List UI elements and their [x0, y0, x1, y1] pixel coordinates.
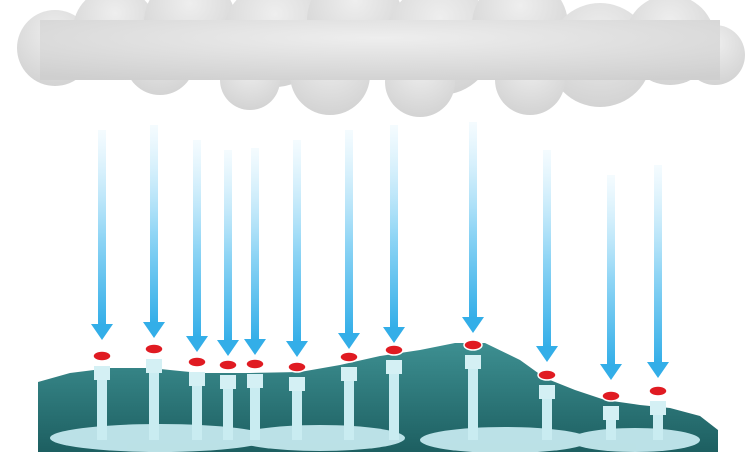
sinkhole-marker — [287, 361, 307, 373]
sinkhole-shaft — [94, 366, 110, 440]
sinkhole-marker — [339, 351, 359, 363]
sinkhole-shaft — [603, 406, 619, 440]
cloud — [17, 0, 745, 117]
rain-arrow — [217, 150, 239, 356]
sinkhole-shafts — [94, 355, 666, 440]
sinkhole-marker — [463, 339, 483, 351]
sinkhole-markers — [92, 339, 668, 402]
sinkhole-shaft — [146, 359, 162, 440]
sinkhole-marker — [218, 359, 238, 371]
rain-arrow — [383, 125, 405, 343]
rain-arrow — [536, 150, 558, 362]
sinkhole-marker — [648, 385, 668, 397]
rain-arrow — [286, 140, 308, 357]
sinkhole-shaft — [341, 367, 357, 440]
rain-arrow — [338, 130, 360, 349]
sinkhole-shaft — [220, 375, 236, 440]
rain-arrow — [91, 130, 113, 340]
sinkhole-shaft — [189, 372, 205, 440]
sinkhole-shaft — [289, 377, 305, 440]
sinkhole-shaft — [386, 360, 402, 440]
sinkhole-shaft — [465, 355, 481, 440]
rain-arrow — [244, 148, 266, 355]
sinkhole-marker — [144, 343, 164, 355]
rain-arrow — [647, 165, 669, 378]
rain-arrow — [143, 125, 165, 338]
rain-arrows — [91, 122, 669, 380]
sinkhole-shaft — [650, 401, 666, 440]
rain-arrow — [462, 122, 484, 333]
sinkhole-marker — [187, 356, 207, 368]
sinkhole-marker — [245, 358, 265, 370]
sinkhole-marker — [601, 390, 621, 402]
sinkhole-marker — [537, 369, 557, 381]
sinkhole-marker — [384, 344, 404, 356]
sinkhole-shaft — [247, 374, 263, 440]
rain-arrow — [186, 140, 208, 352]
sinkhole-marker — [92, 350, 112, 362]
sinkhole-shaft — [539, 385, 555, 440]
rain-arrow — [600, 175, 622, 380]
